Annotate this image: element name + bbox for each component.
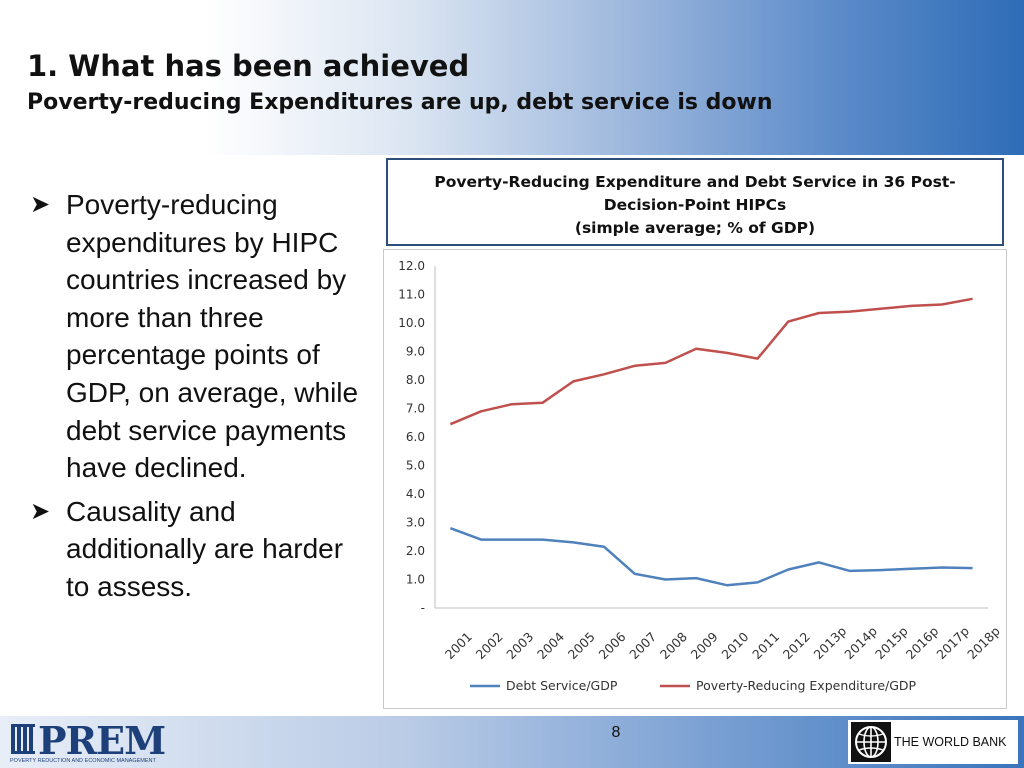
x-tick-label: 2001 [442,629,475,662]
bullet-text: Causality and additionally are harder to… [66,495,344,602]
chart-title-line: Poverty-Reducing Expenditure and Debt Se… [434,173,956,191]
x-tick-label: 2003 [503,629,536,662]
chart-title-box: Poverty-Reducing Expenditure and Debt Se… [386,158,1004,246]
x-tick-label: 2016p [903,623,942,662]
x-tick-label: 2005 [565,629,598,662]
globe-icon [851,722,891,762]
prem-logo-text: PREM [38,718,166,763]
prem-logo: PREM POVERTY REDUCTION AND ECONOMIC MANA… [10,718,166,764]
slide-subtitle: Poverty-reducing Expenditures are up, de… [27,90,773,115]
legend-label: Poverty-Reducing Expenditure/GDP [696,678,917,693]
y-tick-label: - [421,601,425,615]
x-tick-label: 2007 [626,629,659,662]
y-tick-label: 4.0 [406,487,425,501]
y-tick-label: 8.0 [406,373,425,387]
x-tick-label: 2014p [841,623,880,662]
x-tick-label: 2017p [933,623,972,662]
prem-emblem-icon [11,724,35,754]
page-number: 8 [611,724,621,741]
y-tick-label: 11.0 [398,288,425,302]
chart-title-line: (simple average; % of GDP) [574,219,816,237]
x-tick-label: 2010 [718,629,751,662]
series-line-debt-service [449,527,973,587]
y-tick-label: 3.0 [406,516,425,530]
chart-title-line: Decision-Point HIPCs [603,196,787,214]
bullet-text: Poverty-reducing expenditures by HIPC co… [66,189,359,484]
world-bank-label: THE WORLD BANK [894,735,1007,749]
y-tick-label: 1.0 [406,573,425,587]
x-tick-label: 2012 [780,629,813,662]
y-tick-label: 2.0 [406,544,425,558]
y-tick-label: 12.0 [398,259,425,273]
y-tick-label: 6.0 [406,430,425,444]
y-tick-label: 9.0 [406,345,425,359]
arrow-bullet-icon: ➤ [30,191,51,218]
world-bank-logo: THE WORLD BANK [848,720,1018,764]
slide-title: 1. What has been achieved [27,49,470,83]
bullet-item: ➤ Causality and additionally are harder … [30,493,365,606]
prem-caption: POVERTY REDUCTION AND ECONOMIC MANAGEMEN… [10,758,156,764]
y-tick-label: 10.0 [398,316,425,330]
x-tick-label: 2006 [595,629,628,662]
x-tick-label: 2009 [688,629,721,662]
bullet-list: ➤ Poverty-reducing expenditures by HIPC … [30,186,365,612]
chart-frame: - 1.0 2.0 3.0 4.0 5.0 6.0 7.0 8.0 9.0 10.0 11.0 12.0… [383,249,1007,709]
legend-label: Debt Service/GDP [506,678,618,693]
x-tick-label: 2015p [872,623,911,662]
x-tick-label: 2004 [534,629,567,662]
y-tick-label: 5.0 [406,459,425,473]
bullet-item: ➤ Poverty-reducing expenditures by HIPC … [30,186,365,487]
header-banner [0,0,1024,155]
series-line-poverty-reducing-expenditure [449,297,973,426]
x-tick-label: 2002 [473,629,506,662]
x-tick-label: 2013p [811,623,850,662]
arrow-bullet-icon: ➤ [30,497,51,525]
y-tick-label: 7.0 [406,402,425,416]
x-tick-label: 2008 [657,629,690,662]
x-tick-label: 2011 [749,629,782,662]
line-chart: - 1.0 2.0 3.0 4.0 5.0 6.0 7.0 8.0 9.0 10.0 11.0 12.0… [398,259,1003,693]
x-tick-label: 2018p [964,623,1003,662]
